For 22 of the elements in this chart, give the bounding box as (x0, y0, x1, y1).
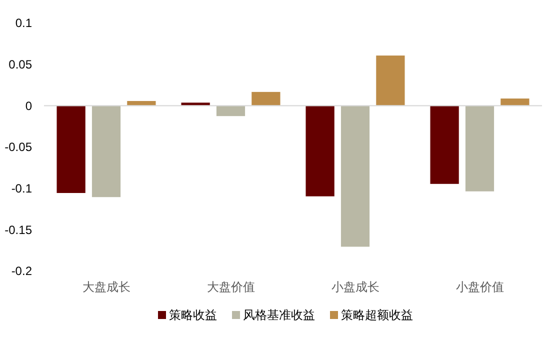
y-tick-label: -0.1 (11, 182, 32, 196)
bar (430, 105, 460, 184)
bar (340, 105, 370, 248)
y-tick-label: -0.05 (4, 140, 32, 154)
x-tick-label: 小盘价值 (456, 280, 504, 294)
x-tick-label: 大盘价值 (206, 280, 255, 294)
y-tick-label: -0.15 (4, 222, 32, 237)
y-tick-label: 0 (25, 98, 32, 113)
x-tick-label: 小盘成长 (331, 280, 380, 294)
bar (464, 105, 495, 192)
y-tick-label: 0.1 (15, 16, 32, 30)
bar (56, 105, 86, 194)
x-tick-label: 大盘成长 (82, 280, 130, 294)
legend-label: 策略超额收益 (341, 308, 413, 322)
bar (376, 54, 406, 106)
legend-label: 策略收益 (169, 308, 217, 322)
y-tick-label: -0.2 (11, 264, 32, 278)
bar (91, 105, 122, 198)
legend-label: 风格基准收益 (243, 308, 315, 322)
bar (305, 105, 335, 197)
y-tick-label: 0.05 (8, 58, 32, 72)
bar (251, 91, 281, 106)
